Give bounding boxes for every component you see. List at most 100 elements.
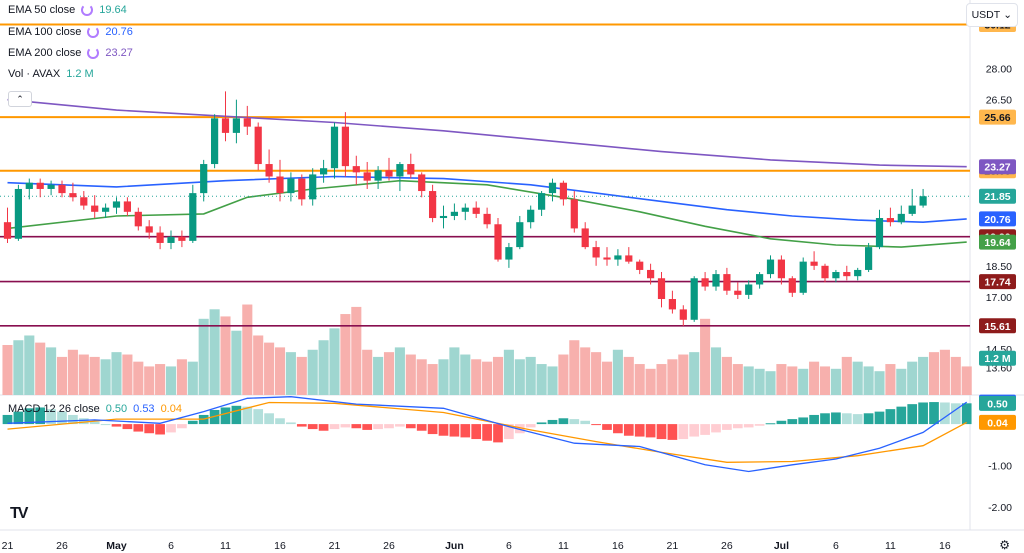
volume-bar: [449, 347, 460, 395]
macd-histogram-bar: [591, 424, 601, 426]
candle-body: [690, 278, 698, 320]
time-axis-label: 21: [2, 540, 14, 552]
currency-selector[interactable]: USDT ⌄: [965, 3, 1018, 27]
volume-bar: [503, 349, 514, 395]
macd-histogram-bar: [602, 424, 612, 430]
level-badge-bg: [979, 318, 1016, 334]
volume-bar: [798, 368, 809, 395]
volume-bar: [340, 314, 351, 395]
candle-body: [156, 232, 164, 243]
time-axis-label: 26: [56, 540, 68, 552]
collapse-legend-button[interactable]: ⌃: [8, 91, 32, 107]
volume-bar: [776, 364, 787, 395]
legend-ema200[interactable]: EMA 200 close 23.27: [8, 47, 133, 59]
time-axis-label: 11: [220, 540, 231, 552]
value-badge-bg: [979, 211, 1016, 227]
time-axis-label: 11: [885, 540, 896, 552]
candle-body: [472, 207, 480, 214]
macd-histogram-bar: [689, 424, 700, 437]
macd-histogram-bar: [307, 424, 318, 430]
macd-histogram-bar: [35, 407, 46, 425]
volume-bar: [874, 371, 885, 395]
macd-histogram-bar: [569, 419, 580, 425]
volume-bar: [950, 356, 961, 395]
time-axis-label: 6: [506, 540, 512, 552]
volume-bar: [405, 354, 416, 395]
refresh-icon[interactable]: [87, 47, 100, 59]
macd-histogram-bar: [504, 424, 514, 440]
candle-body: [581, 228, 589, 248]
legend-volume[interactable]: Vol · AVAX 1.2 M: [8, 68, 94, 80]
volume-bar: [176, 359, 187, 395]
volume-bar: [133, 361, 144, 395]
macd-histogram-bar: [558, 418, 569, 425]
gear-icon[interactable]: ⚙: [999, 538, 1010, 552]
macd-histogram-bar: [645, 424, 656, 438]
volume-bar: [35, 342, 46, 395]
macd-histogram-bar: [395, 424, 405, 427]
candle-body: [865, 247, 873, 270]
currency-label: USDT: [971, 9, 1001, 21]
time-axis-label: 6: [168, 540, 174, 552]
macd-histogram-bar: [536, 422, 547, 425]
legend-ema100[interactable]: EMA 100 close 20.76: [8, 26, 133, 38]
volume-bar: [56, 356, 68, 395]
macd-histogram-bar: [405, 424, 416, 429]
candle-body: [875, 218, 884, 248]
macd-histogram-bar: [809, 414, 819, 425]
volume-bar: [46, 347, 57, 395]
volume-bar: [907, 361, 918, 395]
macd-histogram-bar: [732, 424, 743, 429]
macd-histogram-bar: [547, 419, 558, 425]
volume-bar: [198, 318, 209, 395]
macd-histogram-bar: [264, 413, 274, 425]
macd-histogram-bar: [100, 424, 111, 426]
volume-bar: [634, 364, 645, 395]
volume-bar: [2, 345, 13, 395]
macd-histogram-bar: [940, 402, 950, 425]
candle-body: [80, 197, 88, 206]
macd-histogram-bar: [24, 408, 35, 425]
legend-macd-value-1: 0.50: [105, 403, 128, 415]
legend-macd-label: MACD 12 26 close: [8, 403, 100, 415]
macd-histogram-bar: [231, 405, 242, 425]
macd-axis-tick-label: -1.00: [988, 461, 1012, 473]
macd-histogram-bar: [155, 424, 165, 435]
candle-body: [58, 184, 66, 194]
macd-histogram-bar: [351, 424, 362, 429]
volume-bar: [754, 368, 765, 395]
refresh-icon[interactable]: [81, 4, 94, 16]
volume-bar: [100, 359, 111, 395]
macd-histogram-bar: [678, 424, 689, 440]
time-axis-label: 26: [383, 540, 395, 552]
candle-body: [265, 164, 273, 177]
macd-histogram-bar: [852, 414, 863, 425]
candle-body: [657, 278, 666, 300]
macd-histogram-bar: [961, 403, 972, 425]
candle-body: [341, 126, 349, 167]
volume-bar: [601, 361, 613, 395]
volume-bar: [285, 352, 296, 395]
refresh-icon[interactable]: [87, 26, 100, 38]
level-badge: 25.66: [984, 112, 1010, 124]
macd-histogram-bar: [144, 424, 155, 434]
volume-bar: [111, 352, 122, 395]
macd-histogram-bar: [242, 406, 253, 425]
macd-histogram-bar: [743, 424, 754, 428]
candle-body: [505, 247, 513, 260]
tradingview-logo[interactable]: TV: [10, 505, 29, 522]
price-axis-tick-label: 17.00: [986, 292, 1012, 304]
macd-histogram-bar: [78, 418, 89, 425]
legend-ema100-label: EMA 100 close: [8, 26, 82, 38]
candle-body: [69, 193, 77, 198]
candle-body: [320, 168, 328, 175]
time-axis-label: 6: [833, 540, 839, 552]
candle-body: [886, 218, 894, 223]
legend-macd[interactable]: MACD 12 26 close 0.50 0.53 0.04: [8, 403, 182, 415]
candle-body: [788, 278, 796, 293]
candle-body: [112, 201, 121, 208]
ema200-line: [7, 98, 967, 168]
macd-histogram-bar: [373, 424, 383, 430]
legend-ema50[interactable]: EMA 50 close 19.64: [8, 4, 127, 16]
